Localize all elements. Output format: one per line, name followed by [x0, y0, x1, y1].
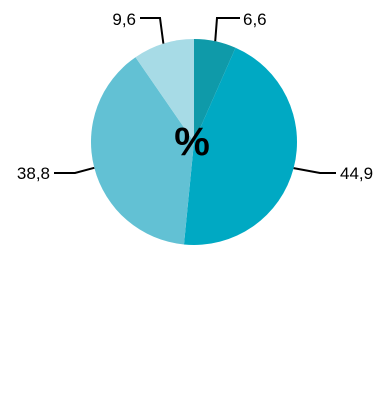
leader-line — [54, 166, 95, 174]
pie-slice — [183, 47, 297, 245]
slice-value-label: 38,8 — [17, 164, 50, 183]
leader-lines — [54, 17, 336, 174]
leader-line — [214, 17, 240, 42]
slice-value-label: 6,6 — [243, 10, 267, 29]
pie-slices — [91, 39, 297, 245]
leader-line — [140, 17, 165, 44]
slice-value-label: 44,9 — [340, 164, 373, 183]
pie-slice — [91, 57, 194, 245]
center-percent-label: % — [174, 120, 210, 164]
leader-line — [293, 167, 336, 174]
pie-slice — [194, 39, 236, 142]
data-labels: 6,6 44,9 38,8 9,6 — [17, 10, 373, 183]
pie-slice — [135, 39, 194, 142]
slice-value-label: 9,6 — [112, 10, 136, 29]
